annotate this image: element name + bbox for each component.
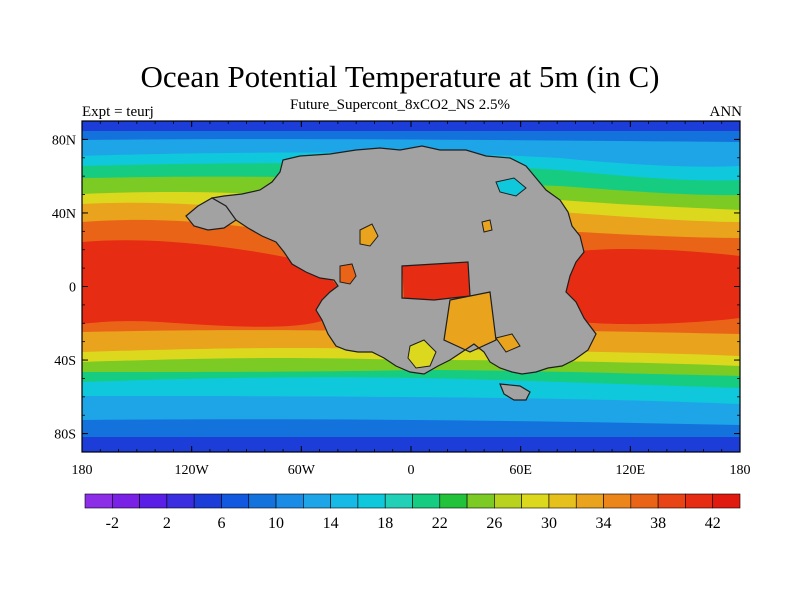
colorbar-box [384,493,413,509]
colorbar-box [439,493,468,509]
northern-sea-inlet [495,177,527,197]
colorbar-box [521,493,550,509]
x-tick-label: 60W [288,463,316,478]
x-tick-label: 180 [730,463,751,478]
inland-warm-lake-2 [481,219,493,233]
y-tick-label: 40N [52,207,76,222]
colorbar-label: 18 [377,515,393,532]
colorbar-box [685,493,714,509]
y-tick-label: 80N [52,133,76,148]
colorbar-box [575,493,604,509]
colorbar-box [548,493,577,509]
land-southern-lobe [499,383,531,401]
southern-gulf-2 [495,333,521,353]
colorbar-box [111,493,140,509]
colorbar-label: 34 [596,515,612,532]
y-tick-label: 40S [54,354,76,369]
colorbar-label: 30 [541,515,557,532]
land-supercontinent [211,145,597,375]
plot-title: Ocean Potential Temperature at 5m (in C) [140,59,660,94]
colorbar-box [712,493,741,509]
colorbar-label: 2 [163,515,171,532]
colorbar-box [139,493,168,509]
colorbar-box [603,493,632,509]
temperature-field [82,121,740,452]
colorbar-label: -2 [106,515,119,532]
hottest-inner-sea [402,262,470,300]
x-tick-label: 180 [72,463,93,478]
southern-gulf [407,339,437,369]
colorbar-box [193,493,222,509]
x-tick-label: 0 [408,463,415,478]
experiment-label: Expt = teurj [82,104,154,120]
colorbar-box [84,493,113,509]
axis-ticks: 180 120W 60W 0 60E 120E 180 80N 40N 0 40S 80S [52,121,751,478]
colorbar-label: 6 [217,515,225,532]
colorbar-label: 26 [486,515,502,532]
colorbar-box [275,493,304,509]
y-tick-label: 0 [69,281,76,296]
colorbar-box [303,493,331,509]
colorbar-label: 14 [323,515,339,532]
x-tick-label: 120W [175,463,210,478]
colorbar-box [330,493,359,509]
y-tick-label: 80S [54,428,76,443]
colorbar-box [221,493,250,509]
colorbar-box [412,493,441,509]
colorbar-box [166,493,195,509]
season-label: ANN [709,104,743,120]
plot-subtitle: Future_Supercont_8xCO2_NS 2.5% [290,97,510,113]
colorbar-box [357,493,386,509]
colorbar: -2 2 6 10 14 18 22 26 30 34 38 42 [84,493,741,532]
colorbar-box [466,493,495,509]
colorbar-box [494,493,522,509]
colorbar-label: 22 [432,515,448,532]
colorbar-box [657,493,686,509]
colorbar-box [248,493,277,509]
colorbar-label: 38 [650,515,666,532]
hottest-band [82,240,343,327]
inland-warm-pool [339,263,357,285]
x-tick-label: 120E [616,463,646,478]
colorbar-label: 10 [268,515,284,532]
land-western-peninsula [185,197,237,231]
x-tick-label: 60E [509,463,532,478]
hottest-band-east [563,249,740,325]
warm-inner-sea [444,292,496,352]
colorbar-box [630,493,659,509]
inland-warm-lake [359,223,379,247]
colorbar-label: 42 [705,515,721,532]
